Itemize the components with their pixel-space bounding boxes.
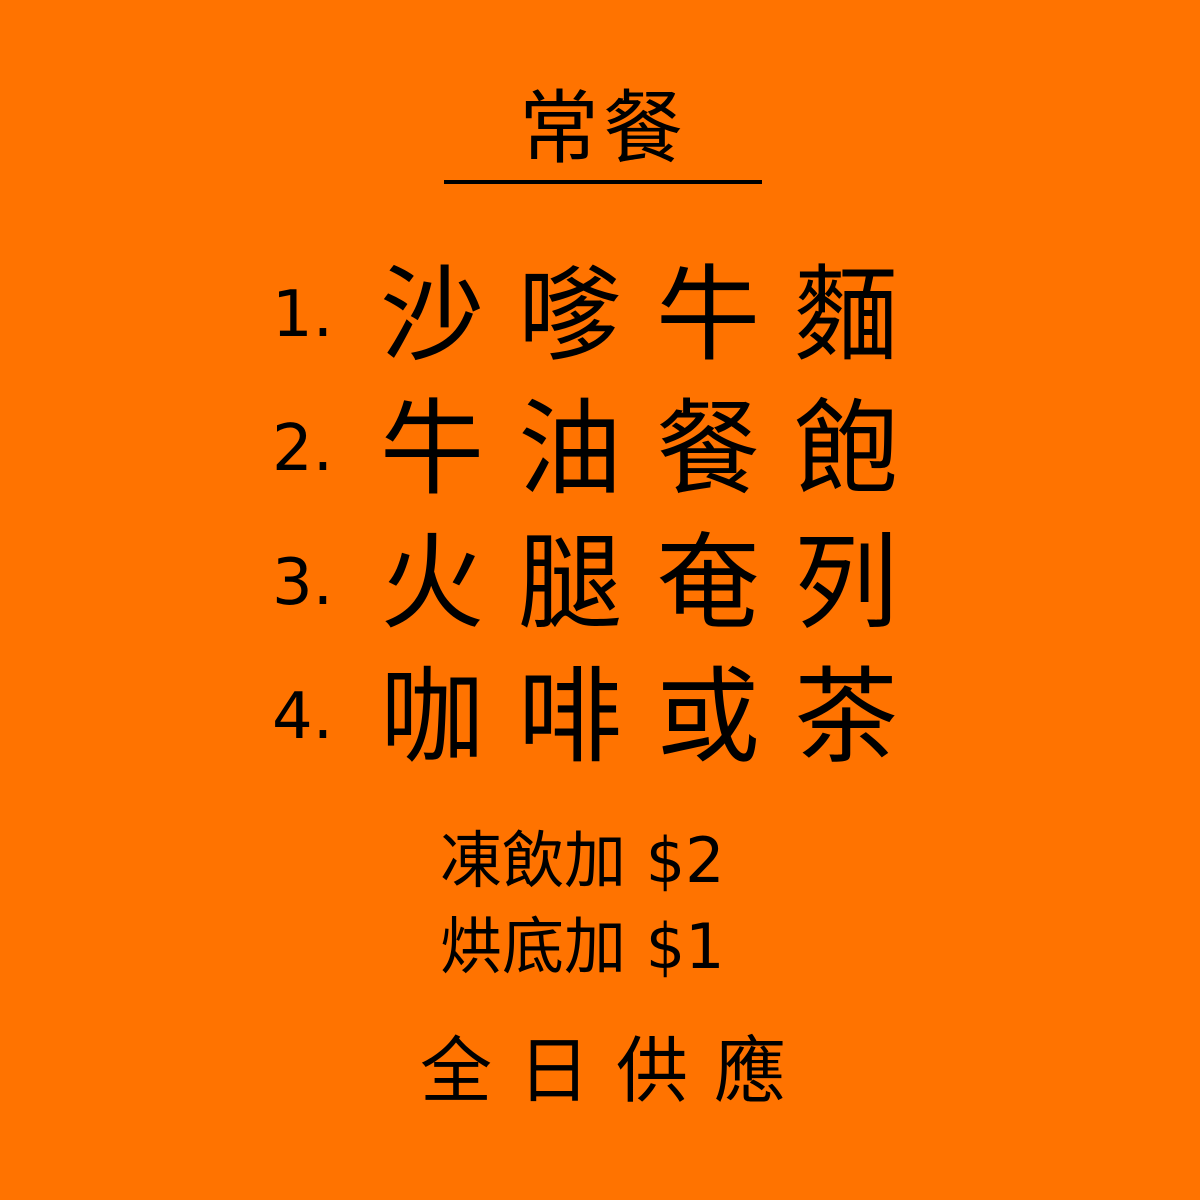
- menu-item-number: 3.: [272, 546, 334, 620]
- all-day-notice: 全日供應: [420, 1029, 813, 1113]
- menu-item-name: 沙嗲牛麵: [379, 254, 932, 376]
- menu-item-name: 牛油餐飽: [379, 388, 932, 510]
- menu-item: 3. 火腿奄列: [272, 516, 932, 650]
- menu-item-number: 1.: [272, 278, 334, 352]
- menu-item: 2. 牛油餐飽: [272, 382, 932, 516]
- menu-item: 1. 沙嗲牛麵: [272, 248, 932, 382]
- extra-toasted: 烘底加 $1: [440, 910, 725, 983]
- menu-item-name: 咖啡或茶: [379, 656, 932, 778]
- menu-title: 常餐: [519, 82, 687, 175]
- menu-item: 4. 咖啡或茶: [272, 650, 932, 784]
- menu-items-list: 1. 沙嗲牛麵 2. 牛油餐飽 3. 火腿奄列 4. 咖啡或茶: [272, 248, 932, 784]
- extra-cold-drink: 凍飲加 $2: [440, 824, 725, 897]
- menu-title-underlined: 常餐: [444, 84, 762, 184]
- extras-list: 凍飲加 $2 烘底加 $1: [440, 818, 800, 990]
- menu-item-number: 2.: [272, 412, 334, 486]
- menu-item-number: 4.: [272, 680, 334, 754]
- menu-item-name: 火腿奄列: [379, 522, 932, 644]
